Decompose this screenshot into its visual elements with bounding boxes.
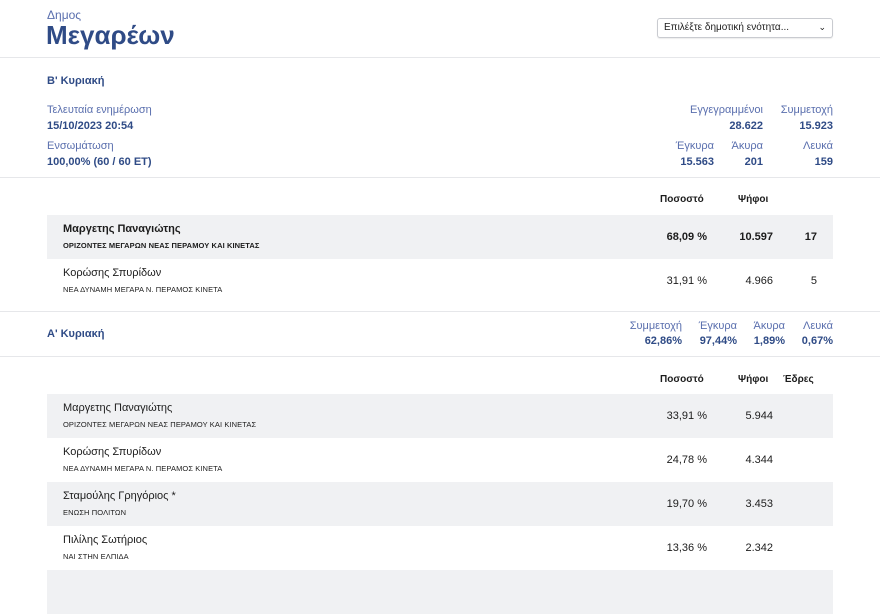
round-b-summary: Β' Κυριακή Τελευταία ενημέρωση 15/10/202… bbox=[0, 58, 880, 178]
valid-value: 97,44% bbox=[699, 335, 737, 347]
invalid-value: 1,89% bbox=[753, 335, 785, 347]
party-name: ΟΡΙΖΟΝΤΕΣ ΜΕΓΑΡΩΝ ΝΕΑΣ ΠΕΡΑΜΟΥ ΚΑΙ ΚΙΝΕΤ… bbox=[63, 420, 257, 429]
table-row: Μαργετης Παναγιώτης ΟΡΙΖΟΝΤΕΣ ΜΕΓΑΡΩΝ ΝΕ… bbox=[47, 394, 833, 438]
candidate-name: Πιλίλης Σωτήριος bbox=[63, 534, 148, 546]
chevron-down-icon: ⌄ bbox=[818, 22, 826, 32]
municipality-label: Δημος bbox=[47, 8, 82, 22]
turnout-label: Συμμετοχή bbox=[629, 320, 682, 332]
col-votes: Ψήφοι bbox=[738, 374, 769, 385]
candidate-name: Μαργετης Παναγιώτης bbox=[63, 402, 173, 414]
votes: 4.344 bbox=[745, 454, 773, 466]
votes: 2.342 bbox=[745, 542, 773, 554]
pct: 19,70 % bbox=[666, 498, 707, 510]
col-pct: Ποσοστό bbox=[660, 374, 704, 385]
blank-value: 159 bbox=[814, 156, 833, 168]
table-row: Κορώσης Σπυρίδων ΝΕΑ ΔΥΝΑΜΗ ΜΕΓΑΡΑ Ν. ΠΕ… bbox=[47, 259, 833, 303]
col-votes: Ψήφοι bbox=[738, 194, 769, 205]
municipality-name: Μεγαρέων bbox=[46, 20, 175, 50]
votes: 4.966 bbox=[745, 275, 773, 287]
pct: 13,36 % bbox=[666, 542, 707, 554]
valid-label: Έγκυρα bbox=[675, 140, 714, 152]
table-row: Πιλίλης Σωτήριος ΝΑΙ ΣΤΗΝ ΕΛΠΙΔΑ 13,36 %… bbox=[47, 526, 833, 570]
candidate-name: Σταμούλης Γρηγόριος * bbox=[63, 490, 176, 502]
turnout-value: 15.923 bbox=[799, 120, 833, 132]
pct: 68,09 % bbox=[666, 231, 707, 243]
valid-label: Έγκυρα bbox=[698, 320, 737, 332]
table-row: Κορώσης Σπυρίδων ΝΕΑ ΔΥΝΑΜΗ ΜΕΓΑΡΑ Ν. ΠΕ… bbox=[47, 438, 833, 482]
integration-value: 100,00% (60 / 60 ΕΤ) bbox=[47, 156, 152, 168]
candidate-name: Μαργετης Παναγιώτης bbox=[63, 223, 181, 235]
invalid-value: 201 bbox=[744, 156, 763, 168]
select-placeholder: Επιλέξτε δημοτική ενότητα... bbox=[664, 22, 790, 33]
round-b-title: Β' Κυριακή bbox=[47, 75, 105, 87]
seats: 5 bbox=[810, 275, 817, 287]
party-name: ΝΑΙ ΣΤΗΝ ΕΛΠΙΔΑ bbox=[63, 552, 129, 561]
turnout-label: Συμμετοχή bbox=[780, 104, 833, 116]
valid-value: 15.563 bbox=[680, 156, 714, 168]
party-name: ΕΝΩΣΗ ΠΟΛΙΤΩΝ bbox=[63, 508, 127, 517]
last-update-value: 15/10/2023 20:54 bbox=[47, 120, 134, 132]
table-row bbox=[47, 570, 833, 614]
invalid-label: Άκυρα bbox=[731, 140, 763, 152]
pct: 31,91 % bbox=[666, 275, 707, 287]
blank-label: Λευκά bbox=[803, 140, 833, 152]
pct: 24,78 % bbox=[666, 454, 707, 466]
table-row: Μαργετης Παναγιώτης ΟΡΙΖΟΝΤΕΣ ΜΕΓΑΡΩΝ ΝΕ… bbox=[47, 215, 833, 259]
votes: 5.944 bbox=[745, 410, 773, 422]
last-update-label: Τελευταία ενημέρωση bbox=[47, 104, 152, 116]
blank-label: Λευκά bbox=[803, 320, 833, 332]
candidate-name: Κορώσης Σπυρίδων bbox=[63, 446, 162, 458]
round-b-results: Ποσοστό Ψήφοι Μαργετης Παναγιώτης ΟΡΙΖΟΝ… bbox=[0, 178, 880, 312]
table-row: Σταμούλης Γρηγόριος * ΕΝΩΣΗ ΠΟΛΙΤΩΝ 19,7… bbox=[47, 482, 833, 526]
col-seats: Έδρες bbox=[783, 374, 814, 385]
party-name: ΝΕΑ ΔΥΝΑΜΗ ΜΕΓΑΡΑ Ν. ΠΕΡΑΜΟΣ ΚΙΝΕΤΑ bbox=[63, 464, 223, 473]
round-a-title: Α' Κυριακή bbox=[47, 328, 105, 340]
integration-label: Ενσωμάτωση bbox=[47, 140, 114, 152]
candidate-name: Κορώσης Σπυρίδων bbox=[63, 267, 162, 279]
blank-value: 0,67% bbox=[801, 335, 833, 347]
turnout-value: 62,86% bbox=[644, 335, 682, 347]
party-name: ΝΕΑ ΔΥΝΑΜΗ ΜΕΓΑΡΑ Ν. ΠΕΡΑΜΟΣ ΚΙΝΕΤΑ bbox=[63, 285, 223, 294]
round-a-results: Ποσοστό Ψήφοι Έδρες Μαργετης Παναγιώτης … bbox=[0, 357, 880, 614]
pct: 33,91 % bbox=[666, 410, 707, 422]
municipal-unit-select[interactable]: Επιλέξτε δημοτική ενότητα... ⌄ bbox=[657, 18, 833, 38]
col-pct: Ποσοστό bbox=[660, 194, 704, 205]
registered-label: Εγγεγραμμένοι bbox=[690, 104, 763, 116]
votes: 3.453 bbox=[745, 498, 773, 510]
votes: 10.597 bbox=[739, 231, 773, 243]
invalid-label: Άκυρα bbox=[753, 320, 785, 332]
registered-value: 28.622 bbox=[729, 120, 763, 132]
header: Δημος Μεγαρέων Επιλέξτε δημοτική ενότητα… bbox=[0, 0, 880, 58]
seats: 17 bbox=[804, 231, 817, 243]
party-name: ΟΡΙΖΟΝΤΕΣ ΜΕΓΑΡΩΝ ΝΕΑΣ ΠΕΡΑΜΟΥ ΚΑΙ ΚΙΝΕΤ… bbox=[63, 241, 260, 250]
round-a-summary: Α' Κυριακή Συμμετοχή 62,86% Έγκυρα 97,44… bbox=[0, 312, 880, 357]
